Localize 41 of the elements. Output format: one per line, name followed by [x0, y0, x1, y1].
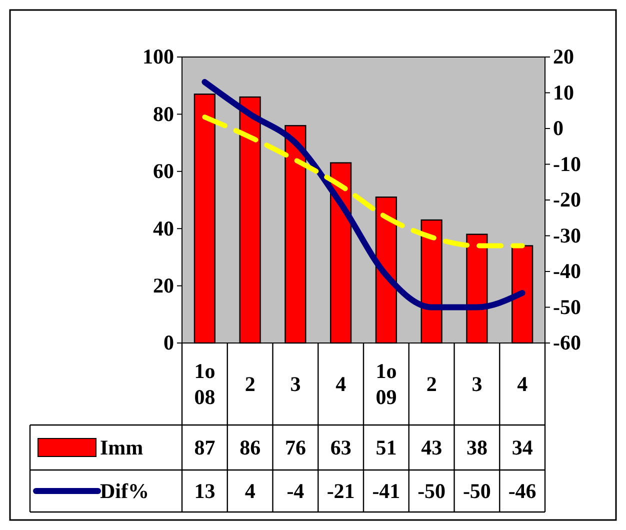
- y-tick-label: 100: [142, 44, 174, 69]
- data-label: 63: [330, 436, 352, 460]
- data-label: -50: [418, 479, 446, 503]
- legend-label: Imm: [100, 436, 144, 460]
- data-label: -21: [326, 479, 355, 503]
- data-label: -50: [462, 479, 491, 503]
- x-tick-label: 1o 08: [194, 359, 216, 409]
- y2-tick-label: -50: [553, 294, 581, 319]
- data-label: 76: [284, 436, 306, 460]
- x-tick-label: 2: [244, 372, 256, 396]
- y-tick-label: 80: [153, 102, 174, 126]
- y2-tick-label: -30: [553, 223, 581, 248]
- y-tick-label: 20: [153, 274, 174, 298]
- y-tick-label: 60: [153, 159, 174, 184]
- y2-tick-label: -20: [553, 188, 581, 212]
- x-tick-label: 3: [472, 372, 482, 396]
- data-label: 43: [421, 436, 442, 460]
- y2-tick-label: -60: [553, 330, 581, 355]
- data-label: 34: [512, 436, 534, 460]
- y-tick-label: 0: [164, 330, 174, 355]
- data-label: 4: [244, 479, 256, 503]
- y2-tick-label: -40: [553, 259, 581, 284]
- x-tick-label: 3: [290, 372, 301, 396]
- data-label: 38: [466, 436, 488, 460]
- data-label: 87: [194, 436, 216, 460]
- x-tick-label: 1o 09: [376, 359, 397, 409]
- data-label: -4: [286, 479, 305, 503]
- y2-tick-label: 20: [553, 44, 574, 69]
- data-label: -46: [508, 479, 536, 503]
- x-tick-label: 4: [336, 372, 347, 396]
- data-label: -41: [372, 479, 400, 503]
- y2-tick-label: 0: [553, 116, 564, 140]
- data-label: 13: [194, 479, 216, 503]
- data-label: 51: [376, 436, 397, 460]
- y2-tick-label: 10: [553, 80, 574, 104]
- x-tick-label: 2: [426, 372, 437, 396]
- data-label: 86: [240, 436, 261, 460]
- y2-tick-label: -10: [553, 152, 581, 176]
- legend-label: Dif%: [100, 479, 149, 503]
- y-tick-label: 40: [153, 216, 174, 240]
- x-tick-label: 4: [517, 372, 528, 396]
